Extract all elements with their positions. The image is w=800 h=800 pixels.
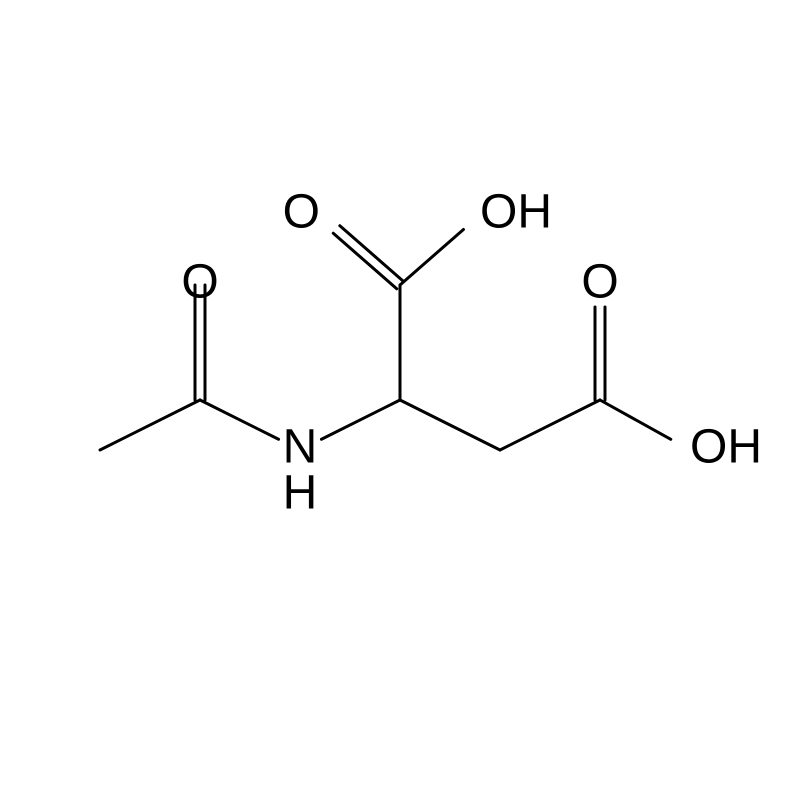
- atom-o2: O: [181, 256, 218, 309]
- svg-text:H: H: [283, 466, 318, 519]
- svg-text:O: O: [581, 256, 618, 309]
- atom-o4a: O: [283, 186, 320, 239]
- atom-n: NH: [283, 421, 318, 520]
- atom-o4b: OH: [480, 186, 552, 239]
- svg-text:OH: OH: [480, 186, 552, 239]
- atom-o6a: O: [581, 256, 618, 309]
- svg-text:O: O: [181, 256, 218, 309]
- atom-o6b: OH: [690, 421, 762, 474]
- svg-text:OH: OH: [690, 421, 762, 474]
- svg-text:O: O: [283, 186, 320, 239]
- molecule-diagram: O NH O OH O OH: [0, 0, 800, 800]
